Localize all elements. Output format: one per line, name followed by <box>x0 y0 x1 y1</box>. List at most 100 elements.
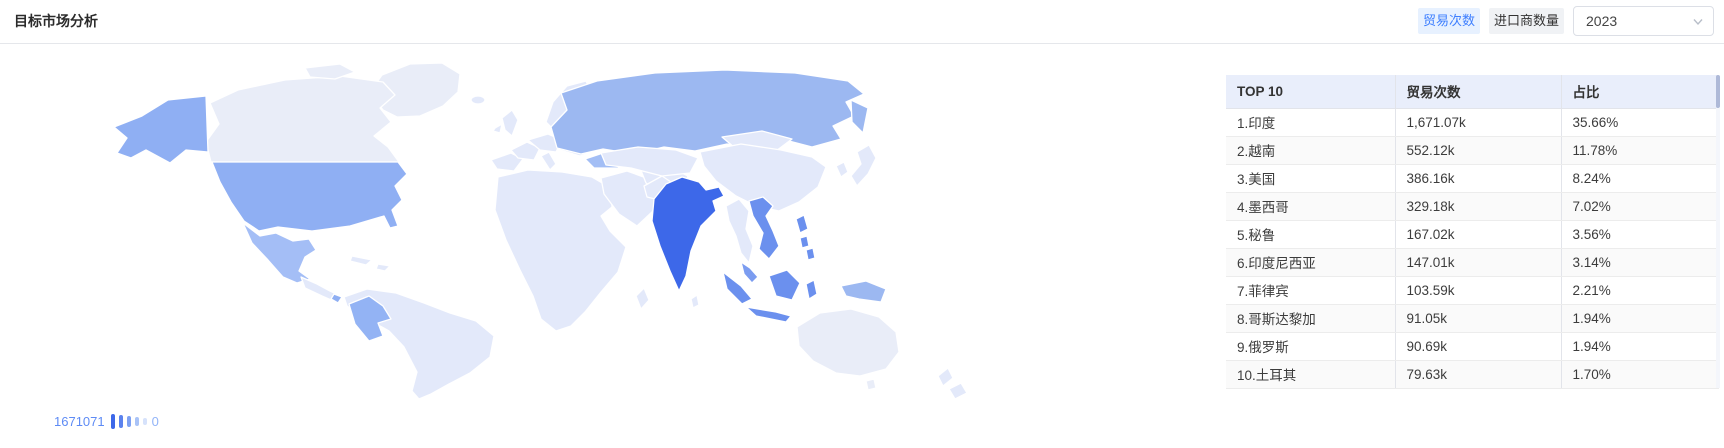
map-country-philippines-3[interactable] <box>805 247 816 261</box>
panel-controls: 贸易次数 进口商数量 2023 <box>1417 6 1714 36</box>
map-region-france[interactable] <box>510 141 541 161</box>
map-region-new-zealand-north[interactable] <box>937 367 954 387</box>
page-title: 目标市场分析 <box>14 13 98 29</box>
share-cell: 1.94% <box>1560 332 1719 361</box>
map-country-indonesia-sulawesi[interactable] <box>805 279 818 300</box>
map-region-iberia[interactable] <box>490 152 524 172</box>
map-country-alaska-united-states[interactable] <box>113 95 209 164</box>
top10-table: TOP 10 贸易次数 占比 1.印度 1,671.07k 35.66% 2.越… <box>1226 75 1719 389</box>
table-row: 1.印度 1,671.07k 35.66% <box>1226 108 1719 137</box>
map-country-indonesia-borneo[interactable] <box>768 269 801 301</box>
map-region-hispaniola[interactable] <box>375 263 391 272</box>
map-country-india[interactable] <box>651 176 725 292</box>
map-region-korea[interactable] <box>835 161 849 178</box>
legend-bar <box>118 414 123 428</box>
map-country-philippines[interactable] <box>795 214 809 234</box>
country-cell: 8.哥斯达黎加 <box>1226 304 1395 333</box>
table-row: 6.印度尼西亚 147.01k 3.14% <box>1226 248 1719 277</box>
country-cell: 7.菲律宾 <box>1226 276 1395 305</box>
table-row: 7.菲律宾 103.59k 2.21% <box>1226 276 1719 305</box>
country-cell: 10.土耳其 <box>1226 360 1395 389</box>
country-cell: 4.墨西哥 <box>1226 192 1395 221</box>
map-color-legend: 1671071 0 <box>54 408 159 434</box>
share-cell: 1.94% <box>1560 304 1719 333</box>
map-country-indonesia-sumatra[interactable] <box>722 271 753 305</box>
map-region-ireland[interactable] <box>492 123 503 134</box>
map-country-costa-rica[interactable] <box>330 293 343 304</box>
map-country-mexico[interactable] <box>242 222 317 284</box>
country-cell: 6.印度尼西亚 <box>1226 248 1395 277</box>
table-header-row: TOP 10 贸易次数 占比 <box>1226 75 1719 109</box>
share-cell: 1.70% <box>1560 360 1719 389</box>
map-region-canada[interactable] <box>205 75 400 163</box>
legend-bar <box>110 413 115 429</box>
map-region-myanmar-thailand[interactable] <box>725 198 754 264</box>
tab-trade-count[interactable]: 贸易次数 <box>1417 8 1480 34</box>
map-region-sri-lanka[interactable] <box>690 294 700 309</box>
map-region-arctic-islands[interactable] <box>304 63 356 80</box>
map-region-united-kingdom[interactable] <box>501 109 519 137</box>
map-region-new-zealand-south[interactable] <box>948 382 968 400</box>
map-country-papua-new-guinea[interactable] <box>840 280 887 303</box>
map-region-australia[interactable] <box>796 308 900 377</box>
legend-min-value: 0 <box>151 413 159 429</box>
map-country-vietnam[interactable] <box>748 196 780 260</box>
header-divider <box>0 43 1724 44</box>
table-row: 10.土耳其 79.63k 1.70% <box>1226 360 1719 389</box>
country-cell: 5.秘鲁 <box>1226 220 1395 249</box>
value-cell: 1,671.07k <box>1394 108 1561 137</box>
map-region-italy[interactable] <box>540 151 557 171</box>
map-region-cuba[interactable] <box>349 255 373 266</box>
value-cell: 329.18k <box>1394 192 1561 221</box>
map-region-japan[interactable] <box>850 144 877 187</box>
map-region-china[interactable] <box>699 143 827 212</box>
table-row: 5.秘鲁 167.02k 3.56% <box>1226 220 1719 249</box>
map-region-iceland[interactable] <box>470 95 486 105</box>
share-cell: 7.02% <box>1560 192 1719 221</box>
legend-max-value: 1671071 <box>54 413 105 429</box>
value-cell: 147.01k <box>1394 248 1561 277</box>
map-country-philippines-2[interactable] <box>799 235 810 249</box>
map-country-united-states[interactable] <box>211 161 408 232</box>
table-row: 2.越南 552.12k 11.78% <box>1226 136 1719 165</box>
map-country-russia[interactable] <box>550 69 865 155</box>
year-select-value: 2023 <box>1586 13 1618 29</box>
map-region-africa[interactable] <box>494 169 627 332</box>
value-cell: 552.12k <box>1394 136 1561 165</box>
legend-bar <box>126 415 131 427</box>
country-cell: 2.越南 <box>1226 136 1395 165</box>
value-cell: 79.63k <box>1394 360 1561 389</box>
country-cell: 9.俄罗斯 <box>1226 332 1395 361</box>
world-map-choropleth <box>55 58 1075 406</box>
map-country-indonesia-java[interactable] <box>745 306 792 323</box>
value-cell: 90.69k <box>1394 332 1561 361</box>
table-scrollbar-thumb[interactable] <box>1716 75 1720 108</box>
legend-bars <box>110 413 147 429</box>
share-cell: 2.21% <box>1560 276 1719 305</box>
map-region-madagascar[interactable] <box>635 287 650 310</box>
table-row: 8.哥斯达黎加 91.05k 1.94% <box>1226 304 1719 333</box>
table-scrollbar-track[interactable] <box>1716 108 1720 388</box>
map-country-peru[interactable] <box>348 295 392 342</box>
col-header-top10: TOP 10 <box>1226 75 1395 109</box>
value-cell: 167.02k <box>1394 220 1561 249</box>
map-region-tasmania[interactable] <box>865 378 877 391</box>
value-cell: 91.05k <box>1394 304 1561 333</box>
legend-bar <box>134 416 139 426</box>
map-country-russia-kamchatka[interactable] <box>850 99 869 134</box>
col-header-trade-count: 贸易次数 <box>1394 75 1561 109</box>
share-cell: 35.66% <box>1560 108 1719 137</box>
map-country-malaysia[interactable] <box>740 261 759 284</box>
tab-importer-count[interactable]: 进口商数量 <box>1488 8 1564 34</box>
chevron-down-icon <box>1693 19 1703 26</box>
col-header-share: 占比 <box>1560 75 1719 109</box>
year-select[interactable]: 2023 <box>1573 6 1714 36</box>
legend-bar <box>142 417 147 425</box>
share-cell: 3.56% <box>1560 220 1719 249</box>
country-cell: 1.印度 <box>1226 108 1395 137</box>
map-region-central-asia[interactable] <box>600 146 699 177</box>
table-row: 9.俄罗斯 90.69k 1.94% <box>1226 332 1719 361</box>
table-row: 3.美国 386.16k 8.24% <box>1226 164 1719 193</box>
country-cell: 3.美国 <box>1226 164 1395 193</box>
